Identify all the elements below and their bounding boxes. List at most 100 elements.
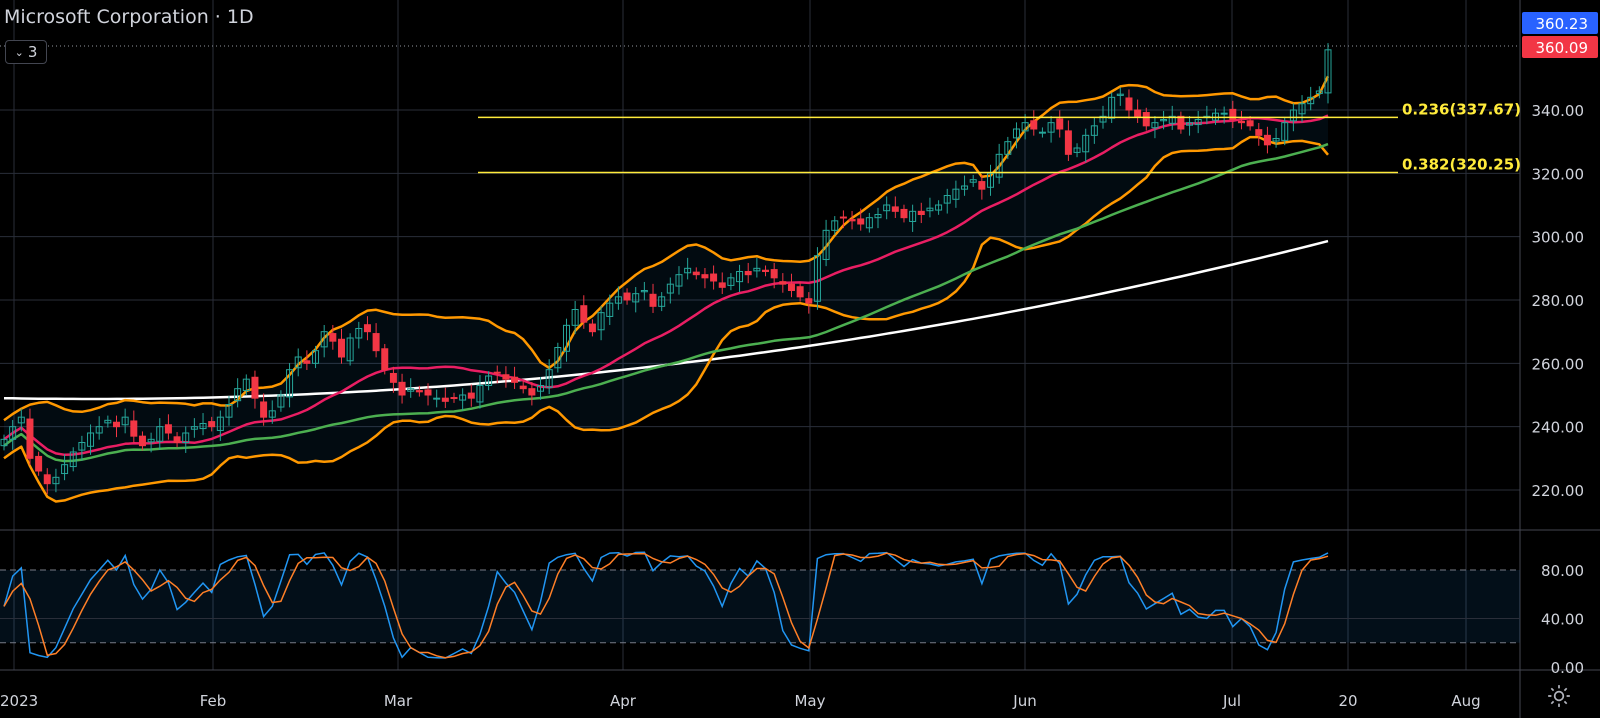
candle-body <box>753 267 761 272</box>
candle-body <box>528 388 536 396</box>
candle-body <box>17 416 25 424</box>
candle-body <box>312 350 320 364</box>
candle-body <box>216 416 224 431</box>
candle-body <box>805 298 813 304</box>
candle-body <box>320 331 328 348</box>
candle-body <box>121 416 129 426</box>
ma-mid-line <box>3 142 1329 463</box>
gear-icon[interactable] <box>1546 683 1572 709</box>
candle-body <box>493 371 501 374</box>
candle-body <box>26 418 34 459</box>
candle-body <box>1324 49 1332 94</box>
candle-body <box>554 347 562 369</box>
price-badge <box>1522 36 1598 58</box>
candle-body <box>1142 112 1150 127</box>
candle-body <box>441 397 449 402</box>
candle-body <box>649 293 657 307</box>
stoch-axis-tick-label: 0.00 <box>1551 659 1584 677</box>
candle-body <box>588 323 596 333</box>
candle-body <box>519 385 527 390</box>
candle-body <box>718 282 726 288</box>
candle-body <box>199 423 207 430</box>
candle-body <box>710 273 718 282</box>
candle-body <box>770 269 778 279</box>
bollinger-lower-line <box>3 135 1329 503</box>
candle-body <box>1263 134 1271 146</box>
fib-level-label: 0.236(337.67) <box>1402 100 1521 118</box>
candle-body <box>1160 119 1168 122</box>
candle-body <box>562 324 570 352</box>
candle-body <box>623 292 631 301</box>
candle-body <box>1082 134 1090 153</box>
price-axis-tick-label: 340.00 <box>1532 102 1585 120</box>
time-axis-tick-label: Mar <box>384 692 413 710</box>
candle-body <box>1315 90 1323 95</box>
candle-body <box>476 385 484 403</box>
candle-body <box>69 451 77 468</box>
candle-body <box>242 378 250 392</box>
candle-body <box>277 394 285 408</box>
candle-body <box>1194 119 1202 126</box>
candle-body <box>485 375 493 386</box>
candle-body <box>978 181 986 190</box>
candle-body <box>640 290 648 293</box>
candle-body <box>1021 122 1029 132</box>
price-badge-label: 360.09 <box>1536 39 1589 57</box>
candle-body <box>1108 96 1116 119</box>
time-axis-tick-label: 2023 <box>0 692 38 710</box>
candle-body <box>251 376 259 399</box>
price-axis-tick-label: 280.00 <box>1532 292 1585 310</box>
candle-body <box>355 328 363 339</box>
candle-body <box>1289 109 1297 122</box>
candle-body <box>234 388 242 402</box>
candle-body <box>1134 109 1142 117</box>
candle-body <box>701 274 709 279</box>
candle-body <box>1073 147 1081 153</box>
candle-body <box>883 204 891 212</box>
candle-body <box>857 218 865 225</box>
candle-body <box>398 381 406 396</box>
candle-body <box>424 389 432 396</box>
candle-body <box>865 217 873 229</box>
candle-body <box>961 185 969 190</box>
price-axis-tick-label: 240.00 <box>1532 419 1585 437</box>
indicators-toggle-button[interactable]: ⌄ 3 <box>5 40 47 64</box>
price-badge <box>1522 12 1598 34</box>
candle-body <box>952 188 960 200</box>
price-axis-tick-label: 260.00 <box>1532 355 1585 373</box>
candle-body <box>1168 115 1176 124</box>
candle-body <box>363 324 371 333</box>
candle-body <box>537 385 545 392</box>
bollinger-upper-line <box>3 75 1330 422</box>
candle-body <box>658 296 666 307</box>
candle-body <box>502 374 510 380</box>
candle-body <box>511 376 519 383</box>
candle-body <box>1177 115 1185 130</box>
candle-body <box>208 421 216 428</box>
chart-title: Microsoft Corporation · 1D <box>4 6 254 28</box>
candle-body <box>787 283 795 291</box>
candle-body <box>597 312 605 331</box>
candle-body <box>286 369 294 398</box>
candle-body <box>909 210 917 222</box>
candle-body <box>95 426 103 434</box>
price-axis-tick-label: 320.00 <box>1532 165 1585 183</box>
candle-body <box>225 404 233 418</box>
candle-body <box>303 360 311 364</box>
candle-body <box>1047 122 1055 133</box>
candle-body <box>744 271 752 276</box>
candle-body <box>1090 125 1098 136</box>
candle-body <box>666 283 674 294</box>
candle-body <box>459 394 467 401</box>
candle-body <box>943 195 951 204</box>
stoch-k-line <box>3 551 1329 659</box>
candle-body <box>926 207 934 212</box>
candle-body <box>260 401 268 418</box>
time-axis-tick-label: Aug <box>1451 692 1480 710</box>
candle-body <box>1186 122 1194 126</box>
candle-body <box>1038 131 1046 134</box>
fib-level-label: 0.382(320.25) <box>1402 156 1521 174</box>
candle-body <box>35 455 43 472</box>
